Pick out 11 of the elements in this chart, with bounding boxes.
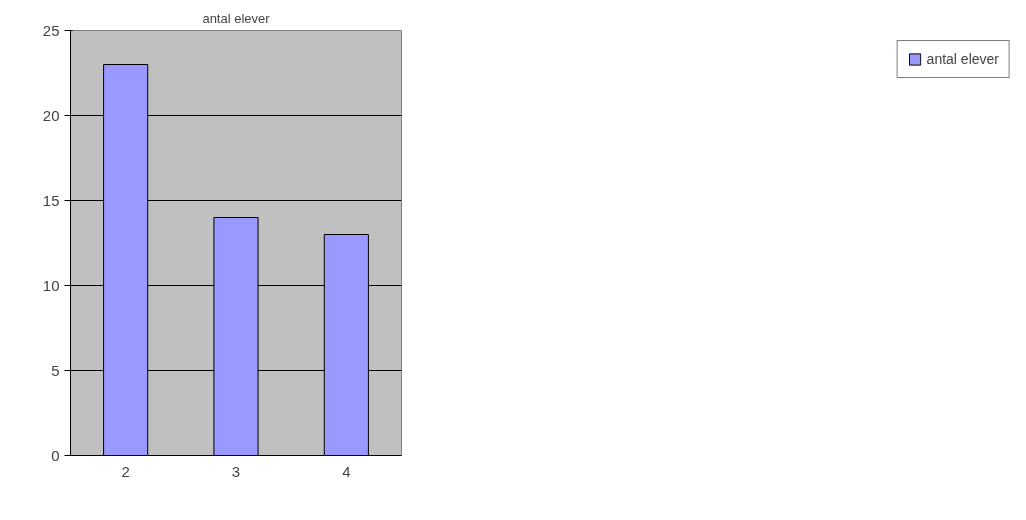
- y-tick-label: 10: [42, 276, 60, 294]
- x-tick-label: 3: [231, 462, 241, 480]
- y-tick-label: 0: [51, 446, 60, 464]
- y-tick-label: 5: [51, 361, 60, 379]
- x-tick-label: 2: [121, 462, 130, 480]
- chart-title: antal elever: [202, 10, 271, 26]
- y-tick-label: 15: [42, 191, 60, 209]
- y-tick-label: 25: [42, 21, 60, 39]
- legend-label: antal elever: [926, 51, 999, 67]
- x-tick-label: 4: [342, 462, 351, 480]
- y-tick-label: 20: [42, 106, 60, 124]
